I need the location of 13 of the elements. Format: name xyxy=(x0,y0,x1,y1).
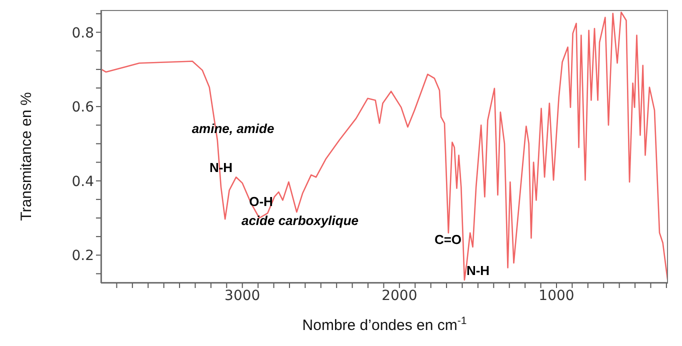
x-tick-label: 3000 xyxy=(224,288,260,304)
annotation: C=O xyxy=(434,232,462,246)
y-tick-label: 0.2 xyxy=(72,248,94,264)
x-tick-label: 1000 xyxy=(538,288,574,304)
annotation: acide carboxylique xyxy=(241,212,359,228)
annotation: O-H xyxy=(249,194,273,208)
y-tick-label: 0.6 xyxy=(72,100,94,116)
y-tick-label: 0.4 xyxy=(72,174,94,190)
y-tick-label: 0.8 xyxy=(72,25,94,42)
x-tick-label: 2000 xyxy=(382,288,418,304)
annotation: N-H xyxy=(466,262,490,278)
y-axis-title: Transmitance en % xyxy=(18,92,34,221)
x-axis-title: Nombre d’ondes en cm$^{-1}$ xyxy=(302,315,467,334)
